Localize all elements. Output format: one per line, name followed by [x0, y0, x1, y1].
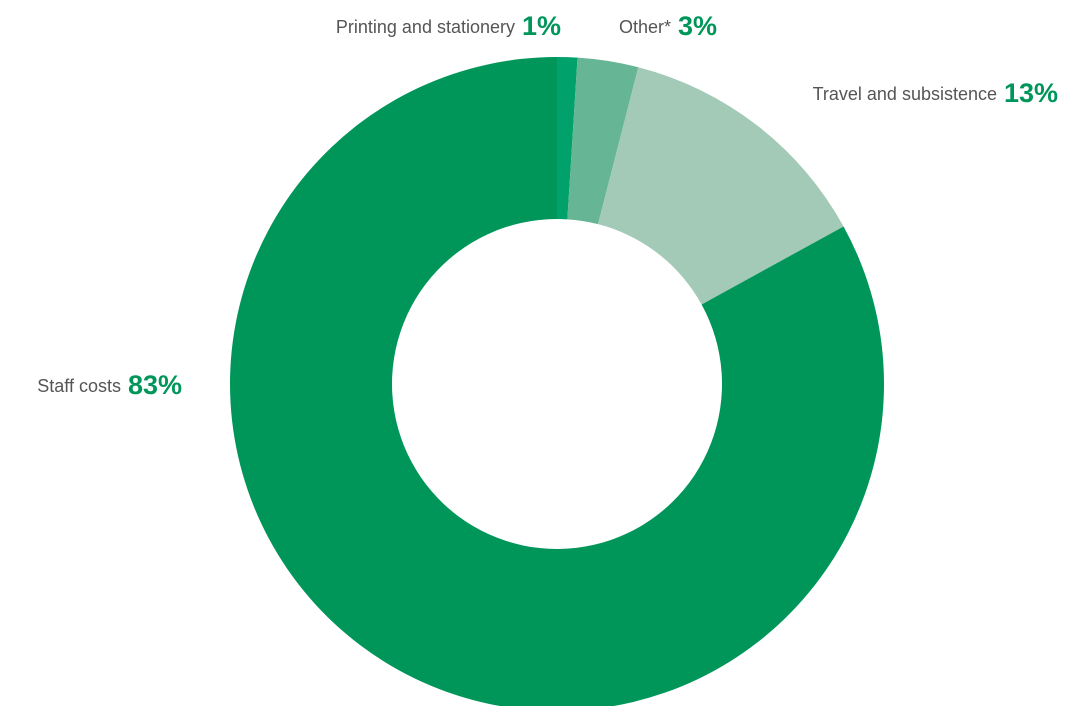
slice-label: Printing and stationery [336, 17, 515, 37]
slice-value-label: 13% [1004, 78, 1058, 108]
slice-label: Staff costs [37, 376, 121, 396]
donut-slice [598, 67, 844, 305]
donut-slice [567, 57, 639, 225]
slice-value-label: 83% [128, 370, 182, 400]
slice-value-label: 3% [678, 11, 717, 41]
donut-slice [557, 57, 578, 220]
slice-label: Other* [619, 17, 671, 37]
slice-value-label: 1% [522, 11, 561, 41]
slice-label: Travel and subsistence [813, 84, 997, 104]
donut-slice [230, 57, 884, 706]
